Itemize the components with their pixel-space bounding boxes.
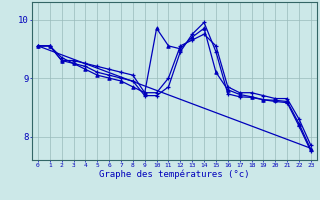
X-axis label: Graphe des températures (°c): Graphe des températures (°c) <box>99 170 250 179</box>
